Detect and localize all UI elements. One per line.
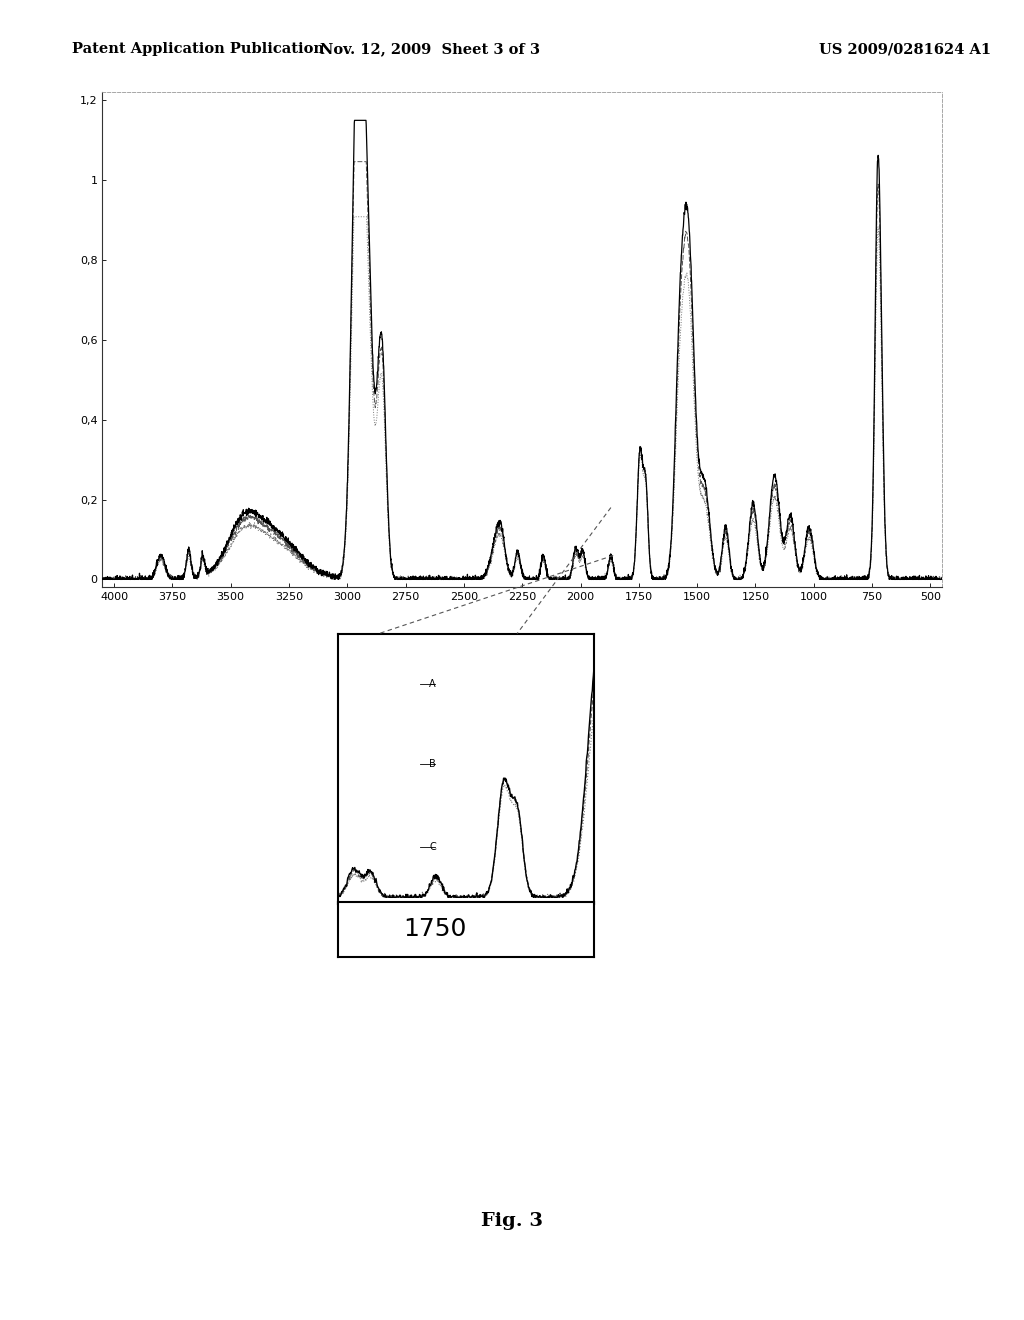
Text: C: C — [429, 842, 436, 851]
Text: Patent Application Publication: Patent Application Publication — [72, 42, 324, 57]
Text: B: B — [429, 759, 436, 770]
Text: Nov. 12, 2009  Sheet 3 of 3: Nov. 12, 2009 Sheet 3 of 3 — [321, 42, 540, 57]
Text: A: A — [429, 678, 436, 689]
Text: US 2009/0281624 A1: US 2009/0281624 A1 — [819, 42, 991, 57]
Text: 1750: 1750 — [403, 917, 467, 941]
Text: Fig. 3: Fig. 3 — [481, 1212, 543, 1230]
